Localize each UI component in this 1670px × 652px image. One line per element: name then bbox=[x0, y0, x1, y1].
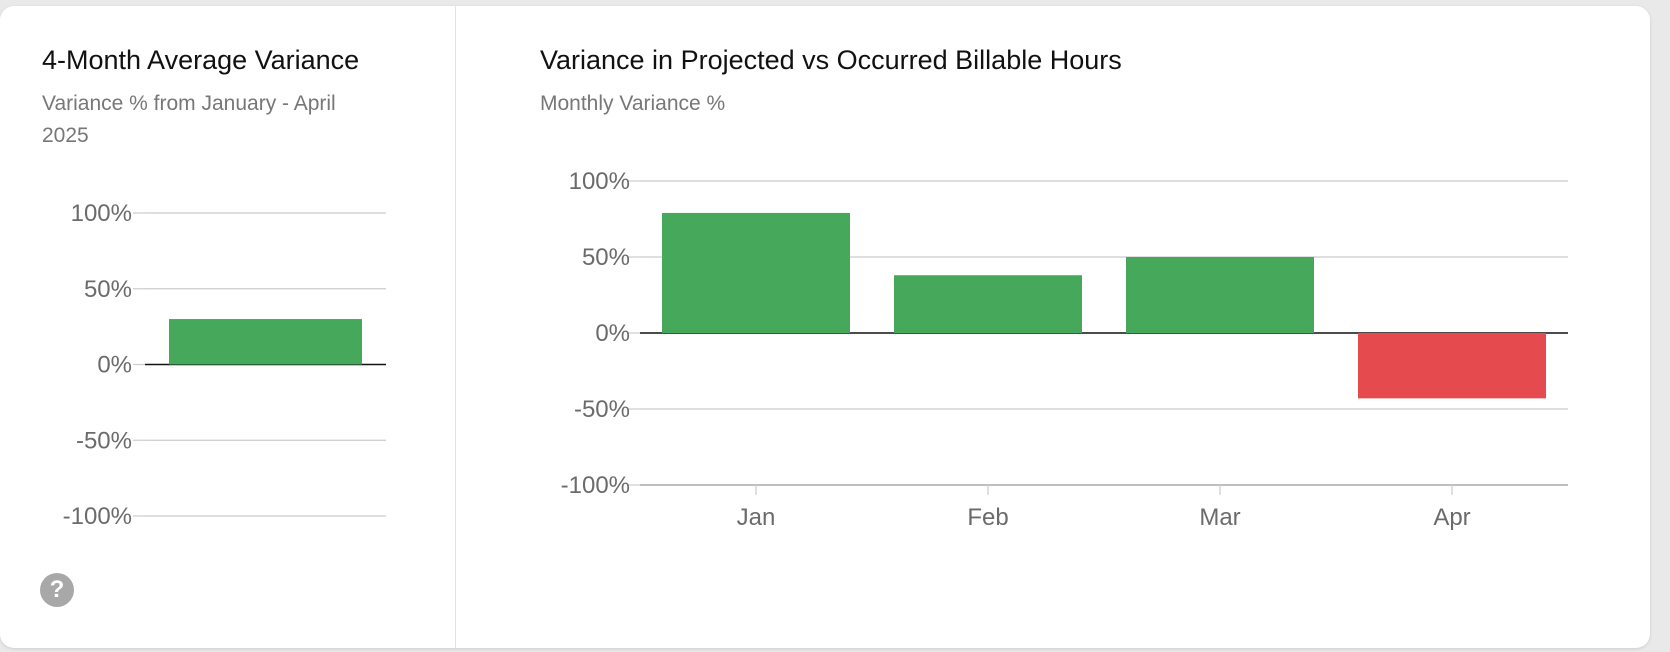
y-tick-label: -50% bbox=[574, 396, 630, 423]
y-tick-label: 0% bbox=[595, 320, 630, 347]
panel-divider bbox=[455, 6, 456, 648]
y-tick-label: 100% bbox=[569, 168, 630, 195]
y-tick-label: 100% bbox=[71, 200, 132, 227]
x-tick-label: Mar bbox=[1199, 504, 1240, 531]
monthly-chart-subtitle: Monthly Variance % bbox=[540, 92, 726, 115]
bar-mar bbox=[1126, 257, 1314, 333]
x-tick-label: Jan bbox=[737, 504, 776, 531]
average-chart-subtitle: Variance % from January - April 2025 bbox=[42, 92, 336, 147]
y-tick-label: -50% bbox=[76, 427, 132, 454]
y-tick-label: 0% bbox=[97, 352, 132, 379]
help-icon[interactable]: ? bbox=[40, 573, 74, 607]
bar-jan bbox=[662, 212, 850, 333]
monthly-chart-title: Variance in Projected vs Occurred Billab… bbox=[540, 45, 1122, 75]
y-tick-label: -100% bbox=[63, 503, 132, 530]
x-tick-label: Feb bbox=[967, 504, 1008, 531]
y-tick-label: 50% bbox=[84, 276, 132, 303]
bar-feb bbox=[894, 275, 1082, 333]
bar-apr bbox=[1358, 333, 1546, 399]
y-tick-label: -100% bbox=[561, 472, 630, 499]
average-chart-title: 4-Month Average Variance bbox=[42, 45, 360, 75]
bar-average bbox=[169, 319, 362, 365]
y-tick-label: 50% bbox=[582, 244, 630, 271]
x-tick-label: Apr bbox=[1433, 504, 1470, 531]
